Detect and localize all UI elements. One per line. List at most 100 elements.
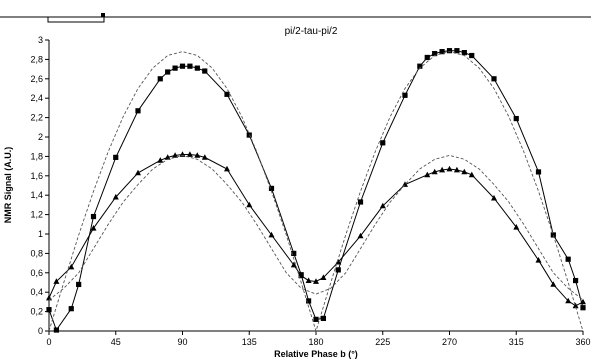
triangle-marker — [194, 152, 201, 158]
series-line-1 — [48, 50, 584, 332]
y-tick-label: 2,4 — [30, 93, 43, 103]
triangle-marker — [224, 165, 230, 172]
square-marker — [454, 48, 460, 54]
square-marker — [202, 68, 208, 74]
y-tick-label: 1 — [38, 229, 43, 239]
triangle-marker — [580, 298, 586, 305]
square-marker — [68, 306, 74, 312]
square-marker — [172, 65, 178, 71]
triangle-marker — [550, 281, 557, 287]
x-tick-label: 315 — [509, 337, 524, 347]
square-marker — [53, 327, 60, 333]
triangle-marker — [201, 154, 208, 160]
triangle-marker — [535, 257, 542, 263]
square-marker — [90, 213, 97, 220]
square-marker — [165, 69, 171, 75]
y-tick-label: 3 — [38, 35, 43, 45]
square-marker — [572, 277, 579, 284]
square-marker — [446, 48, 453, 54]
x-tick-label: 45 — [111, 337, 121, 347]
square-marker — [535, 169, 542, 175]
y-tick-label: 0,8 — [30, 248, 43, 258]
x-tick-label: 180 — [308, 337, 323, 347]
triangle-marker — [468, 171, 475, 178]
x-axis-title: Relative Phase b (°) — [274, 349, 358, 359]
series-layer — [46, 48, 586, 333]
triangle-marker — [53, 278, 60, 284]
triangle-marker — [68, 263, 75, 270]
y-tick-label: 0,4 — [30, 287, 43, 297]
triangle-marker — [402, 181, 408, 187]
y-tick-label: 0,2 — [30, 307, 43, 317]
triangle-marker — [305, 277, 312, 283]
square-marker — [424, 54, 430, 61]
y-tick-label: 0 — [38, 326, 43, 336]
triangle-marker — [157, 157, 164, 163]
triangle-marker — [186, 151, 193, 157]
triangle-marker — [424, 171, 431, 178]
y-tick-label: 2 — [38, 132, 43, 142]
square-marker — [565, 256, 571, 262]
y-tick-label: 2,8 — [30, 54, 43, 64]
square-marker — [135, 108, 141, 114]
legend-box-fragment — [47, 17, 105, 23]
triangle-marker — [513, 224, 520, 230]
square-marker — [157, 76, 163, 82]
square-marker — [179, 63, 186, 69]
y-tick-label: 1,4 — [30, 190, 43, 200]
x-tick-label: 135 — [242, 337, 257, 347]
triangle-marker — [172, 152, 179, 158]
triangle-marker — [453, 166, 460, 173]
square-marker — [187, 63, 193, 69]
triangle-marker — [335, 258, 342, 265]
square-marker — [417, 63, 423, 69]
square-marker — [357, 199, 364, 205]
triangle-marker — [313, 278, 319, 284]
square-marker — [268, 185, 275, 192]
triangle-marker — [164, 154, 171, 160]
x-tick-label: 360 — [575, 337, 590, 347]
triangle-marker — [320, 274, 327, 280]
square-marker — [513, 115, 519, 122]
x-tick-label: 90 — [177, 337, 187, 347]
square-marker — [335, 267, 341, 273]
triangle-marker — [268, 231, 275, 238]
square-marker — [305, 298, 312, 304]
square-marker — [320, 315, 327, 321]
triangle-marker — [290, 261, 297, 268]
square-marker — [380, 140, 386, 146]
series-line-3 — [48, 51, 584, 333]
series-line-4 — [48, 154, 584, 301]
triangle-marker — [431, 168, 438, 175]
triangle-marker — [357, 232, 364, 239]
square-marker — [439, 49, 445, 55]
square-marker — [402, 92, 408, 98]
square-marker — [194, 65, 200, 71]
y-tick-label: 2,6 — [30, 74, 43, 84]
y-tick-label: 1,6 — [30, 171, 43, 181]
triangle-marker — [572, 302, 579, 309]
square-marker — [76, 281, 82, 288]
square-marker — [46, 307, 52, 313]
x-tick-label: 225 — [375, 337, 390, 347]
y-tick-label: 2,2 — [30, 113, 43, 123]
square-marker — [313, 316, 319, 322]
triangle-marker — [565, 297, 572, 304]
square-marker — [113, 154, 119, 160]
triangle-marker — [90, 225, 97, 231]
square-marker — [432, 50, 438, 57]
y-tick-label: 0,6 — [30, 268, 43, 278]
square-marker — [469, 52, 475, 59]
triangle-marker — [491, 194, 497, 201]
square-marker — [224, 91, 230, 97]
triangle-marker — [246, 201, 253, 208]
triangle-marker — [446, 165, 453, 172]
x-tick-label: 270 — [442, 337, 457, 347]
y-tick-label: 1,8 — [30, 151, 43, 161]
triangle-marker — [461, 168, 468, 175]
square-marker — [291, 250, 297, 256]
triangle-marker — [135, 169, 141, 176]
triangle-marker — [439, 166, 446, 173]
square-marker — [550, 232, 556, 238]
